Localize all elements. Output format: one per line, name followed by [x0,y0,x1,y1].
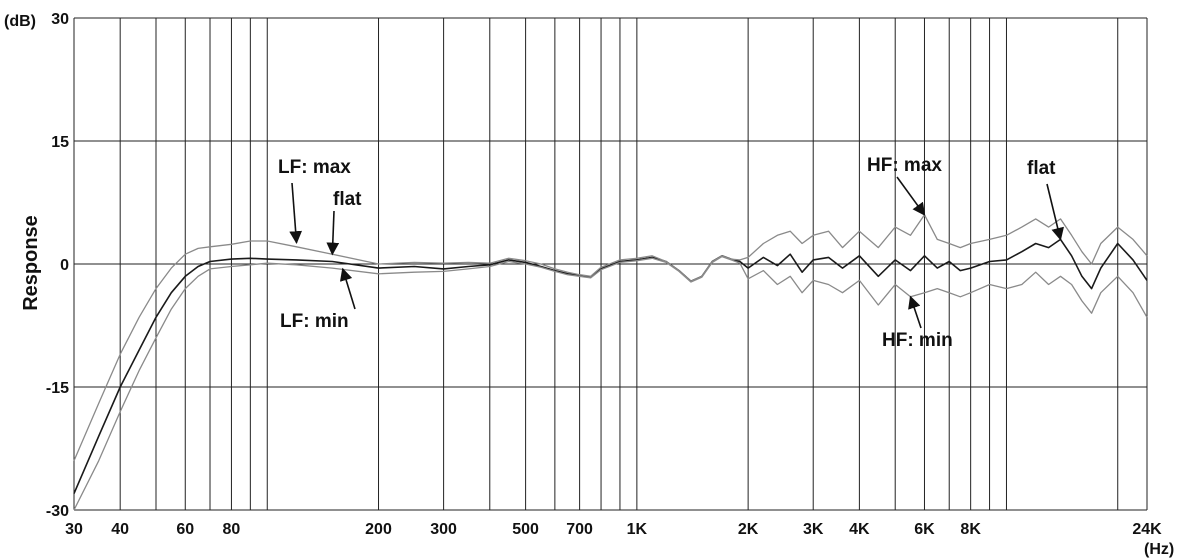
annotations: LF: max flat LF: min HF: max flat HF: min [278,155,1064,351]
series-layer [73,214,1148,511]
x-tick-label: 200 [365,521,392,538]
x-tick-label: 500 [512,521,539,538]
annotation-label: HF: min [882,330,953,351]
y-tick-label: 0 [60,257,69,274]
y-tick-label: 15 [51,134,69,151]
series-line-0 [73,238,1148,494]
y-tick-label: -15 [46,380,69,397]
x-tick-label: 4K [849,521,870,538]
x-tick-label: 24K [1132,521,1162,538]
annotation-arrow [896,176,926,216]
x-tick-label: 6K [914,521,935,538]
x-tick-label: 80 [223,521,241,538]
x-tick-label: 2K [738,521,759,538]
annotation-arrow [289,182,303,244]
x-tick-label: 30 [65,521,83,538]
y-tick-label: 30 [51,11,69,28]
y-axis-label: Response [20,215,42,311]
x-unit-label: (Hz) [1144,541,1174,558]
x-tick-label: 60 [176,521,194,538]
x-tick-label: 8K [960,521,981,538]
annotation-arrow [908,295,922,329]
annotation-label: flat [333,189,362,210]
annotation-label: flat [1027,158,1056,179]
annotation-arrow [339,267,356,310]
x-tick-label: 700 [566,521,593,538]
y-tick-label: -30 [46,503,69,520]
annotation-arrow [326,210,340,256]
x-tick-label: 300 [430,521,457,538]
x-tick-label: 40 [111,521,129,538]
annotation-arrow [1046,183,1064,241]
series-line-1 [73,214,1148,462]
annotation-label: LF: min [280,311,349,332]
annotation-label: LF: max [278,157,351,178]
annotation-label: HF: max [867,155,942,176]
x-tick-label: 1K [627,521,648,538]
x-tick-label: 3K [803,521,824,538]
grid [73,17,1148,511]
series-line-2 [73,255,1148,511]
y-unit-label: (dB) [4,13,36,30]
